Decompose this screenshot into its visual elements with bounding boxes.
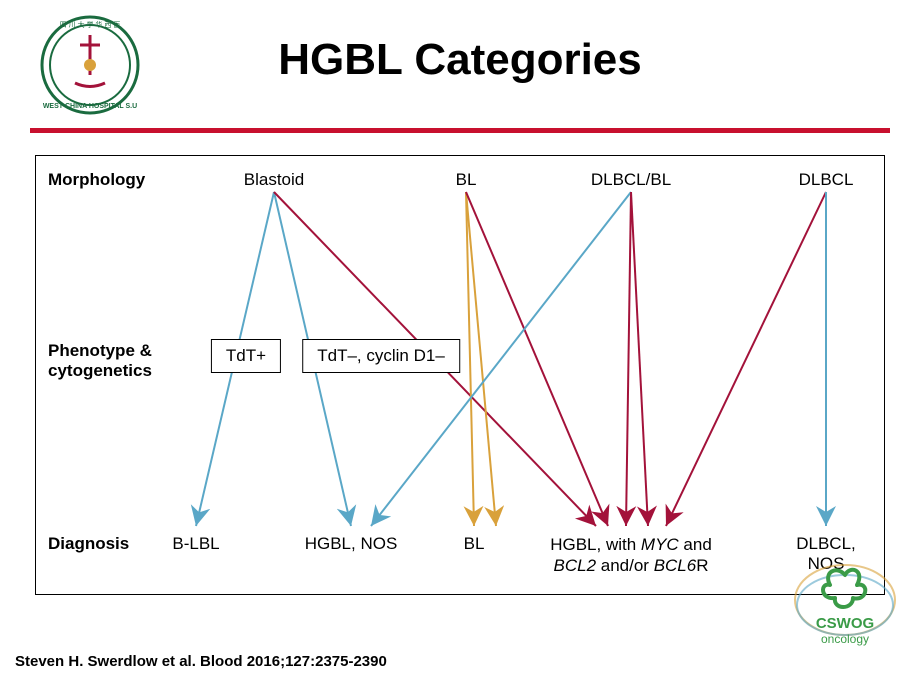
row-label-diagnosis: Diagnosis bbox=[48, 534, 129, 554]
slide-title: HGBL Categories bbox=[0, 35, 920, 85]
morph-bl: BL bbox=[456, 170, 477, 190]
morph-dlbclbl: DLBCL/BL bbox=[591, 170, 671, 190]
row-label-morphology: Morphology bbox=[48, 170, 145, 190]
diagram-arrows bbox=[36, 156, 886, 596]
slide-header: WEST CHINA HOSPITAL S.U 四 川 大 学 华 西 医 HG… bbox=[0, 0, 920, 130]
morph-blastoid: Blastoid bbox=[244, 170, 304, 190]
diagram-frame: Morphology Phenotype &cytogenetics Diagn… bbox=[35, 155, 885, 595]
diag-blbl: B-LBL bbox=[172, 534, 219, 554]
header-rule bbox=[30, 128, 890, 133]
diag-bl: BL bbox=[464, 534, 485, 554]
pheno-tdt-neg: TdT–, cyclin D1– bbox=[302, 339, 460, 373]
cswog-logo: CSWOG oncology bbox=[790, 550, 900, 660]
cswog-text2: oncology bbox=[821, 632, 869, 646]
row-label-phenotype: Phenotype &cytogenetics bbox=[48, 341, 152, 382]
svg-text:WEST CHINA HOSPITAL S.U: WEST CHINA HOSPITAL S.U bbox=[43, 103, 137, 110]
morph-dlbcl: DLBCL bbox=[799, 170, 854, 190]
pheno-tdt-pos: TdT+ bbox=[211, 339, 281, 373]
diag-hgblmyc: HGBL, with MYC andBCL2 and/or BCL6R bbox=[531, 534, 731, 577]
citation-text: Steven H. Swerdlow et al. Blood 2016;127… bbox=[15, 653, 387, 670]
svg-text:四 川 大 学 华 西 医: 四 川 大 学 华 西 医 bbox=[60, 20, 121, 29]
cswog-text1: CSWOG bbox=[816, 615, 874, 632]
diag-hgblnos: HGBL, NOS bbox=[305, 534, 398, 554]
